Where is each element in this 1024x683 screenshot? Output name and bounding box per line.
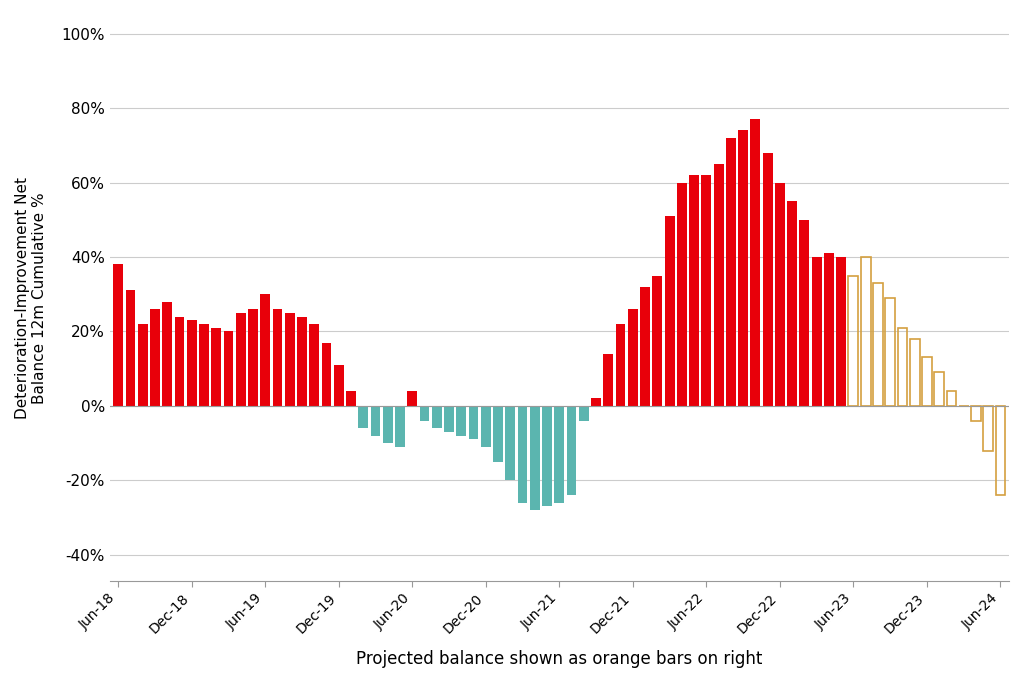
Bar bbox=[494, 406, 503, 462]
Bar bbox=[677, 182, 687, 406]
Bar bbox=[554, 406, 564, 503]
Bar bbox=[432, 406, 441, 428]
Bar bbox=[897, 328, 907, 406]
Bar bbox=[346, 391, 356, 406]
Bar bbox=[566, 406, 577, 495]
Bar bbox=[763, 153, 772, 406]
Bar bbox=[787, 201, 797, 406]
Bar bbox=[358, 406, 369, 428]
Bar bbox=[260, 294, 270, 406]
Bar bbox=[885, 298, 895, 406]
Bar bbox=[615, 324, 626, 406]
Bar bbox=[309, 324, 319, 406]
Bar bbox=[579, 406, 589, 421]
Bar bbox=[824, 253, 834, 406]
Bar bbox=[199, 324, 209, 406]
Bar bbox=[163, 302, 172, 406]
Bar bbox=[383, 406, 392, 443]
Bar bbox=[689, 175, 699, 406]
Bar bbox=[837, 257, 846, 406]
Bar bbox=[138, 324, 147, 406]
Bar bbox=[934, 372, 944, 406]
Bar bbox=[873, 283, 883, 406]
Bar bbox=[395, 406, 404, 447]
Bar bbox=[272, 309, 283, 406]
Bar bbox=[726, 138, 736, 406]
Bar bbox=[151, 309, 160, 406]
Bar bbox=[812, 257, 821, 406]
Bar bbox=[285, 313, 295, 406]
Bar bbox=[971, 406, 981, 421]
Bar bbox=[420, 406, 429, 421]
Bar bbox=[628, 309, 638, 406]
Bar bbox=[849, 275, 858, 406]
Bar bbox=[652, 275, 663, 406]
Bar bbox=[322, 343, 332, 406]
Bar bbox=[800, 220, 809, 406]
Bar bbox=[114, 264, 123, 406]
X-axis label: Projected balance shown as orange bars on right: Projected balance shown as orange bars o… bbox=[356, 650, 763, 668]
Bar bbox=[236, 313, 246, 406]
Bar bbox=[542, 406, 552, 506]
Bar bbox=[518, 406, 527, 503]
Bar bbox=[506, 406, 515, 480]
Bar bbox=[174, 316, 184, 406]
Bar bbox=[444, 406, 454, 432]
Bar bbox=[603, 354, 613, 406]
Bar bbox=[469, 406, 478, 439]
Bar bbox=[983, 406, 993, 451]
Bar bbox=[714, 164, 724, 406]
Bar bbox=[223, 331, 233, 406]
Bar bbox=[701, 175, 712, 406]
Bar bbox=[738, 130, 748, 406]
Bar bbox=[909, 339, 920, 406]
Bar bbox=[995, 406, 1006, 495]
Bar bbox=[665, 216, 675, 406]
Bar bbox=[529, 406, 540, 510]
Bar bbox=[751, 120, 760, 406]
Bar bbox=[334, 365, 344, 406]
Bar bbox=[591, 398, 601, 406]
Bar bbox=[946, 391, 956, 406]
Bar bbox=[922, 357, 932, 406]
Bar bbox=[457, 406, 466, 436]
Bar bbox=[481, 406, 490, 447]
Bar bbox=[640, 287, 650, 406]
Bar bbox=[186, 320, 197, 406]
Bar bbox=[126, 290, 135, 406]
Bar bbox=[861, 257, 870, 406]
Bar bbox=[408, 391, 417, 406]
Bar bbox=[297, 316, 307, 406]
Bar bbox=[775, 182, 784, 406]
Bar bbox=[248, 309, 258, 406]
Y-axis label: Deterioration-Improvement Net
Balance 12m Cumulative %: Deterioration-Improvement Net Balance 12… bbox=[15, 177, 47, 419]
Bar bbox=[371, 406, 381, 436]
Bar bbox=[211, 328, 221, 406]
